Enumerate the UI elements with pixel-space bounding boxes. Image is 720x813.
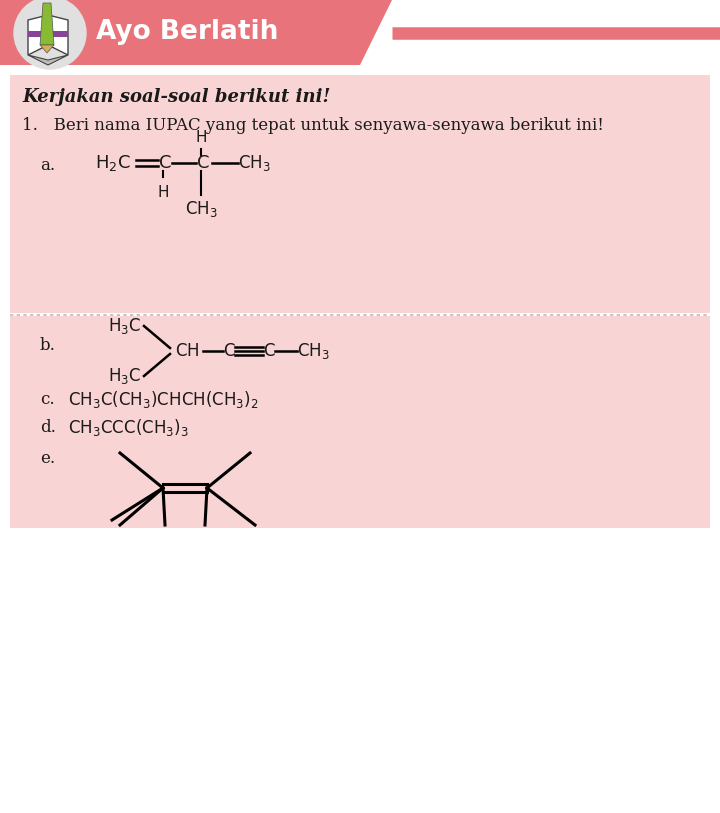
Circle shape [14, 0, 86, 69]
Text: Ayo Berlatih: Ayo Berlatih [96, 19, 279, 45]
Polygon shape [28, 55, 68, 65]
Text: $\mathrm{CH}$: $\mathrm{CH}$ [175, 342, 199, 360]
Text: $\mathrm{H_3C}$: $\mathrm{H_3C}$ [108, 316, 141, 336]
Text: $\mathrm{H_3C}$: $\mathrm{H_3C}$ [108, 366, 141, 386]
Text: $\mathrm{CH_3C(CH_3)CHCH(CH_3)_2}$: $\mathrm{CH_3C(CH_3)CHCH(CH_3)_2}$ [68, 389, 258, 411]
Text: $\mathrm{CH_3}$: $\mathrm{CH_3}$ [297, 341, 330, 361]
Text: $\mathrm{CH_3}$: $\mathrm{CH_3}$ [238, 153, 271, 173]
Polygon shape [40, 45, 54, 53]
Polygon shape [0, 0, 392, 65]
FancyBboxPatch shape [10, 75, 710, 313]
Text: e.: e. [40, 450, 55, 467]
Text: $\mathrm{CH_3}$: $\mathrm{CH_3}$ [184, 199, 217, 219]
Polygon shape [28, 15, 48, 55]
Text: $\mathrm{C}$: $\mathrm{C}$ [263, 342, 276, 360]
Text: $\mathrm{C}$: $\mathrm{C}$ [223, 342, 235, 360]
Text: $\mathrm{H}$: $\mathrm{H}$ [157, 184, 169, 200]
Text: $\mathrm{CH_3CCC(CH_3)_3}$: $\mathrm{CH_3CCC(CH_3)_3}$ [68, 418, 189, 438]
Text: 1.   Beri nama IUPAC yang tepat untuk senyawa-senyawa berikut ini!: 1. Beri nama IUPAC yang tepat untuk seny… [22, 117, 604, 134]
Polygon shape [40, 3, 54, 45]
FancyBboxPatch shape [10, 316, 710, 528]
Text: b.: b. [40, 337, 56, 354]
Text: $\mathrm{H}$: $\mathrm{H}$ [195, 129, 207, 145]
Text: $\mathrm{C}$: $\mathrm{C}$ [158, 154, 171, 172]
Text: $\mathrm{C}$: $\mathrm{C}$ [196, 154, 210, 172]
Polygon shape [48, 15, 68, 55]
Polygon shape [28, 31, 68, 37]
Text: a.: a. [40, 156, 55, 173]
Text: d.: d. [40, 420, 56, 437]
Text: $\mathrm{H_2C}$: $\mathrm{H_2C}$ [95, 153, 131, 173]
Text: c.: c. [40, 392, 55, 408]
Text: Kerjakan soal-soal berikut ini!: Kerjakan soal-soal berikut ini! [22, 88, 330, 106]
